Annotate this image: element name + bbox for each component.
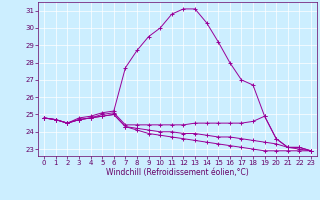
X-axis label: Windchill (Refroidissement éolien,°C): Windchill (Refroidissement éolien,°C) <box>106 168 249 177</box>
